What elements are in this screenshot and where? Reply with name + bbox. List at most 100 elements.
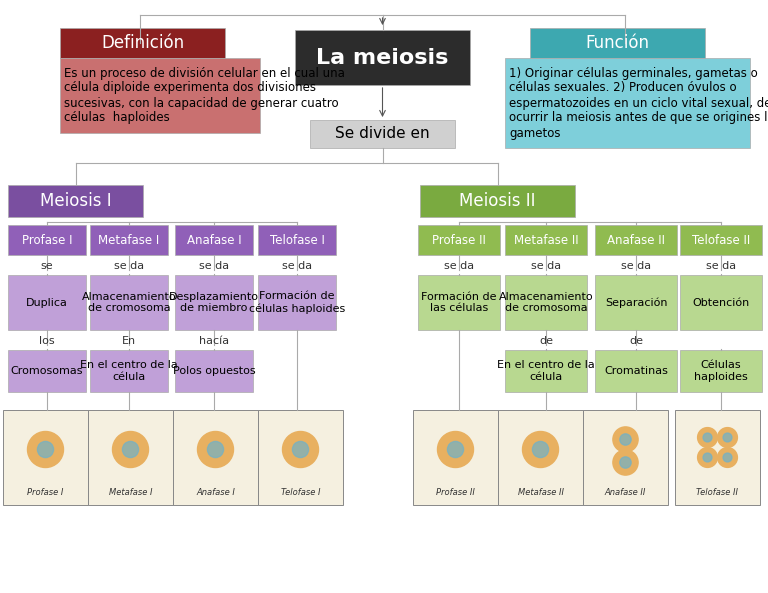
FancyBboxPatch shape <box>258 410 343 505</box>
FancyBboxPatch shape <box>90 350 168 392</box>
Text: En: En <box>122 336 136 346</box>
FancyBboxPatch shape <box>413 410 498 505</box>
Circle shape <box>112 432 148 467</box>
Text: Duplica: Duplica <box>26 298 68 308</box>
FancyBboxPatch shape <box>418 275 500 330</box>
Text: Telofase II: Telofase II <box>697 488 739 497</box>
Text: Células haploides: Células haploides <box>694 360 748 382</box>
Text: se da: se da <box>199 261 229 271</box>
Text: los: los <box>39 336 55 346</box>
Text: Función: Función <box>585 34 650 52</box>
Text: Se divide en: Se divide en <box>335 126 430 142</box>
Circle shape <box>723 433 732 442</box>
Circle shape <box>207 441 223 458</box>
Text: Anafase II: Anafase II <box>607 234 665 247</box>
Circle shape <box>620 434 631 445</box>
FancyBboxPatch shape <box>505 225 587 255</box>
Circle shape <box>613 450 638 475</box>
Circle shape <box>697 428 717 447</box>
Text: Separación: Separación <box>604 297 667 308</box>
FancyBboxPatch shape <box>60 28 225 58</box>
Circle shape <box>717 428 737 447</box>
Text: La meiosis: La meiosis <box>316 47 449 68</box>
Text: Cromosomas: Cromosomas <box>11 366 83 376</box>
FancyBboxPatch shape <box>90 275 168 330</box>
Text: Anafase I: Anafase I <box>196 488 235 497</box>
Text: Meiosis II: Meiosis II <box>459 192 536 210</box>
Text: Profase I: Profase I <box>22 234 72 247</box>
FancyBboxPatch shape <box>258 225 336 255</box>
FancyBboxPatch shape <box>258 275 336 330</box>
FancyBboxPatch shape <box>295 30 470 85</box>
Circle shape <box>717 448 737 467</box>
FancyBboxPatch shape <box>175 225 253 255</box>
Text: Metafase I: Metafase I <box>98 234 160 247</box>
Text: se da: se da <box>531 261 561 271</box>
Text: de: de <box>539 336 553 346</box>
FancyBboxPatch shape <box>505 275 587 330</box>
Circle shape <box>703 433 712 442</box>
Circle shape <box>122 441 138 458</box>
Circle shape <box>283 432 319 467</box>
Text: Obtención: Obtención <box>693 298 750 308</box>
Text: Formación de
células haploides: Formación de células haploides <box>249 291 345 314</box>
Text: 1) Originar células germinales, gametas o
células sexuales. 2) Producen óvulos o: 1) Originar células germinales, gametas … <box>509 66 768 139</box>
Text: Cromatinas: Cromatinas <box>604 366 668 376</box>
Text: se da: se da <box>282 261 312 271</box>
FancyBboxPatch shape <box>680 350 762 392</box>
FancyBboxPatch shape <box>8 225 86 255</box>
FancyBboxPatch shape <box>173 410 258 505</box>
Text: se da: se da <box>114 261 144 271</box>
Text: se da: se da <box>444 261 474 271</box>
FancyBboxPatch shape <box>595 350 677 392</box>
FancyBboxPatch shape <box>680 225 762 255</box>
Text: de: de <box>629 336 643 346</box>
FancyBboxPatch shape <box>8 350 86 392</box>
FancyBboxPatch shape <box>60 58 260 133</box>
Text: hacía: hacía <box>199 336 229 346</box>
FancyBboxPatch shape <box>498 410 583 505</box>
FancyBboxPatch shape <box>595 225 677 255</box>
Text: Anafase I: Anafase I <box>187 234 241 247</box>
FancyBboxPatch shape <box>420 185 575 217</box>
Text: se: se <box>41 261 53 271</box>
Circle shape <box>697 448 717 467</box>
FancyBboxPatch shape <box>505 58 750 148</box>
Text: Profase I: Profase I <box>28 488 64 497</box>
Circle shape <box>620 457 631 468</box>
Text: Metafase II: Metafase II <box>518 488 564 497</box>
Circle shape <box>723 453 732 462</box>
FancyBboxPatch shape <box>88 410 173 505</box>
Circle shape <box>293 441 309 458</box>
FancyBboxPatch shape <box>583 410 668 505</box>
FancyBboxPatch shape <box>3 410 88 505</box>
Text: En el centro de la
célula: En el centro de la célula <box>497 360 595 382</box>
Text: Anafase II: Anafase II <box>605 488 646 497</box>
Text: Definición: Definición <box>101 34 184 52</box>
Text: Telofase I: Telofase I <box>270 234 324 247</box>
Text: Profase II: Profase II <box>432 234 486 247</box>
Text: Metafase II: Metafase II <box>514 234 578 247</box>
FancyBboxPatch shape <box>418 225 500 255</box>
FancyBboxPatch shape <box>530 28 705 58</box>
FancyBboxPatch shape <box>675 410 760 505</box>
Text: se da: se da <box>706 261 736 271</box>
FancyBboxPatch shape <box>310 120 455 148</box>
Text: se da: se da <box>621 261 651 271</box>
Text: Formación de
las células: Formación de las células <box>422 292 497 313</box>
Text: Almacenamiento
de cromosoma: Almacenamiento de cromosoma <box>81 292 177 313</box>
FancyBboxPatch shape <box>175 350 253 392</box>
Text: Meiosis I: Meiosis I <box>40 192 111 210</box>
Text: Telofase II: Telofase II <box>692 234 750 247</box>
FancyBboxPatch shape <box>505 350 587 392</box>
Circle shape <box>703 453 712 462</box>
Circle shape <box>613 427 638 452</box>
Circle shape <box>28 432 64 467</box>
FancyBboxPatch shape <box>90 225 168 255</box>
Text: Almacenamiento
de cromosoma: Almacenamiento de cromosoma <box>498 292 594 313</box>
Text: Polos opuestos: Polos opuestos <box>173 366 255 376</box>
FancyBboxPatch shape <box>8 185 143 217</box>
Text: Es un proceso de división celular en el cual una
célula diploide experimenta dos: Es un proceso de división celular en el … <box>64 66 345 125</box>
FancyBboxPatch shape <box>595 275 677 330</box>
Circle shape <box>522 432 558 467</box>
